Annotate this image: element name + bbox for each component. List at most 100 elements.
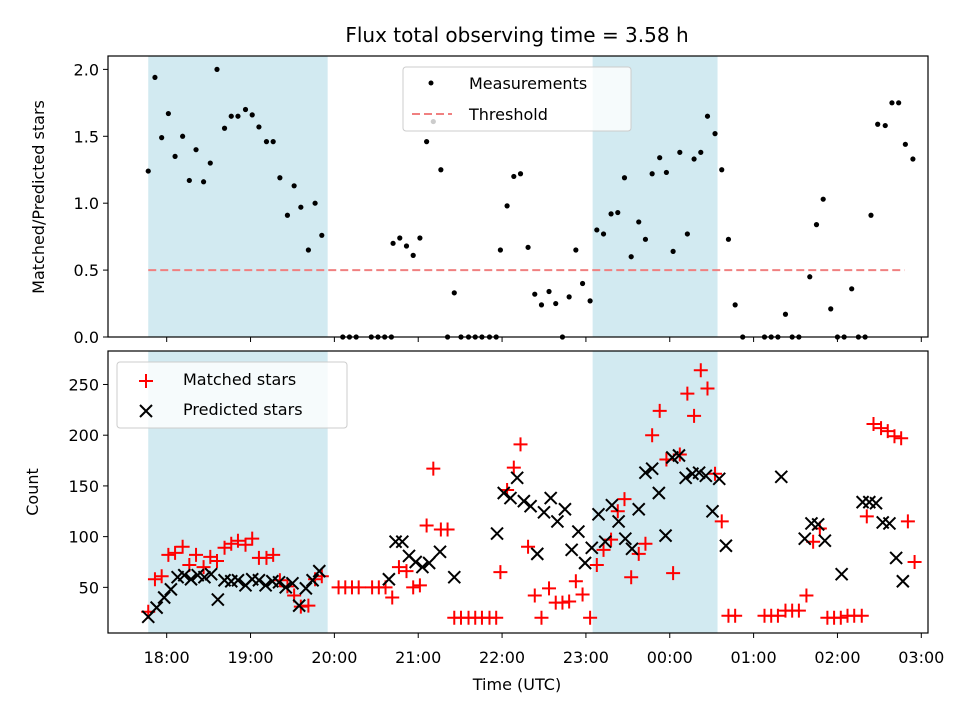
matched-stars-point: [259, 550, 274, 565]
predicted-stars-point: [543, 491, 558, 505]
measurements-point: [235, 113, 241, 119]
measurements-point: [403, 243, 410, 249]
measurements-point: [868, 212, 874, 218]
predicted-stars-point: [638, 466, 653, 480]
measurements-point: [691, 156, 697, 162]
matched-stars-point: [399, 564, 414, 579]
predicted-stars-point: [811, 517, 825, 532]
predicted-stars-point: [705, 504, 720, 518]
predicted-stars-point: [279, 580, 293, 595]
measurements-point: [277, 175, 283, 181]
matched-stars-point: [555, 595, 570, 610]
matched-stars-point: [874, 421, 889, 436]
y-axis-label-top: Matched/Predicted stars: [29, 100, 48, 294]
matched-stars-point: [652, 403, 667, 418]
matched-stars-point: [351, 580, 366, 595]
measurements-point: [172, 153, 178, 159]
predicted-stars-point: [433, 545, 447, 559]
y-tick-label: 200: [68, 426, 99, 445]
measurements-point: [424, 139, 430, 145]
y-tick-label: 1.0: [74, 194, 99, 213]
predicted-stars-point: [869, 496, 883, 510]
measurements-point: [910, 156, 916, 162]
measurements-point: [417, 235, 423, 241]
matched-stars-point: [617, 492, 632, 507]
predicted-stars-point: [678, 471, 693, 485]
predicted-stars-point: [497, 486, 511, 500]
measurements-point: [636, 219, 642, 225]
predicted-stars-point: [611, 514, 626, 529]
predicted-stars-point: [422, 556, 436, 570]
measurements-point: [725, 236, 732, 242]
predicted-stars-point: [712, 472, 726, 486]
y-ticks-top: 0.0 0.5 1.0 1.5 2.0: [74, 60, 108, 347]
matched-stars-point: [426, 461, 441, 476]
legend-marker-matched: [139, 374, 153, 388]
measurements-point: [207, 160, 213, 166]
matched-stars-point: [575, 587, 590, 602]
measurements-point: [828, 306, 834, 312]
y-axis-label-bottom: Count: [23, 468, 42, 516]
matched-stars-point: [854, 608, 869, 623]
predicted-stars-point: [292, 598, 306, 613]
measurements-point: [256, 124, 262, 130]
y-tick-label: 1.5: [74, 127, 99, 146]
measurements-point: [214, 66, 220, 72]
matched-stars-point: [168, 545, 183, 560]
matched-stars-point: [419, 518, 434, 533]
matched-stars-point: [687, 408, 702, 423]
legend-bottom: Matched stars Predicted stars: [116, 361, 348, 429]
predicted-stars-point: [896, 574, 910, 588]
predicted-stars-point: [409, 555, 423, 569]
measurements-point: [504, 203, 510, 209]
matched-stars-point: [406, 580, 421, 595]
predicted-stars-point: [197, 570, 212, 584]
predicted-stars-point: [164, 582, 178, 597]
x-axis-label: Time (UTC): [472, 675, 561, 694]
predicted-stars-point: [258, 578, 273, 593]
predicted-stars-point: [395, 534, 410, 549]
predicted-stars-point: [523, 499, 538, 513]
predicted-stars-point: [889, 551, 903, 565]
matched-stars-point: [894, 431, 909, 446]
matched-stars-point: [887, 429, 902, 444]
predicted-stars-point: [305, 573, 320, 587]
measurements-point: [553, 300, 559, 307]
measurements-point: [249, 112, 255, 118]
matched-stars-point: [440, 522, 455, 537]
measurements-point: [390, 240, 396, 246]
measurements-point: [663, 169, 670, 176]
axes-frame-bottom: [107, 350, 929, 634]
matched-stars-point: [562, 594, 577, 609]
x-tick-label: 18:00: [144, 648, 190, 667]
matched-stars-point: [859, 509, 874, 524]
matched-stars-point: [680, 386, 695, 401]
measurements-point: [532, 291, 538, 297]
predicted-stars-point: [672, 448, 686, 463]
x-tick-label: 22:00: [479, 648, 525, 667]
measurements-point: [566, 294, 572, 300]
y-ticks-bottom: 50 100 150 200 250: [68, 375, 108, 597]
measurements-point: [221, 125, 228, 131]
measurements-point: [242, 106, 249, 113]
measurements-point: [820, 196, 826, 202]
y-tick-label: 0.5: [74, 261, 99, 280]
predicted-stars-point: [177, 568, 192, 582]
measurements-point: [594, 227, 600, 233]
matched-stars-point: [506, 460, 521, 475]
measurements-point: [849, 286, 855, 292]
predicted-stars-point: [184, 572, 198, 586]
x-tick-label: 19:00: [227, 648, 273, 667]
measurements-point: [608, 211, 614, 217]
predicted-stars-point: [692, 466, 706, 480]
measurements-point: [165, 110, 171, 117]
axes-frame-top: [107, 55, 929, 338]
matched-stars-point: [728, 608, 743, 623]
matched-stars-point: [791, 603, 806, 618]
matched-stars-point: [866, 417, 881, 432]
x-tick-label: 20:00: [311, 648, 357, 667]
y-tick-label: 250: [68, 375, 99, 394]
matched-stars-point: [513, 437, 528, 452]
matched-stars-point: [209, 553, 224, 568]
legend-marker-measurements: [428, 80, 434, 86]
